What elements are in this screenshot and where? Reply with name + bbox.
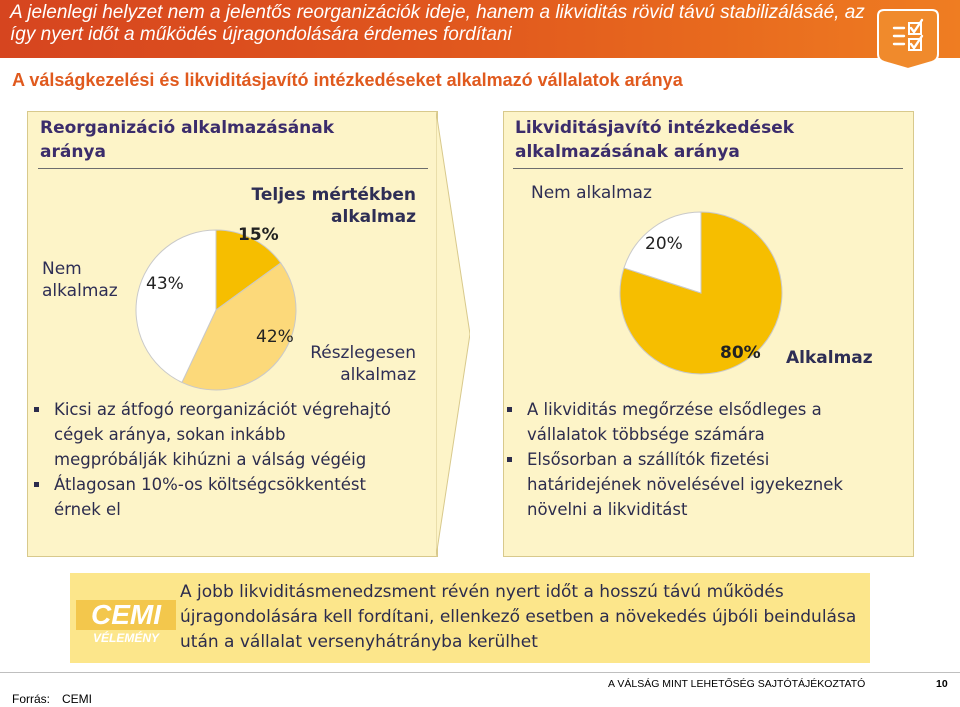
cemi-logo-text: CEMI (91, 599, 162, 630)
source-label: Forrás: (12, 692, 51, 706)
left-panel-title-line1: Reorganizáció alkalmazásának (40, 118, 335, 138)
right-panel-title: Likviditásjavító intézkedések alkalmazás… (515, 116, 794, 164)
bullet-marker (507, 407, 512, 412)
left-panel-title: Reorganizáció alkalmazásának aránya (40, 116, 334, 164)
left-panel-divider (38, 168, 428, 169)
bullet-item: Kicsi az átfogó reorganizációt végrehajt… (32, 397, 402, 472)
header-banner: A jelenlegi helyzet nem a jelentős reorg… (0, 0, 960, 58)
liquidity-pie-chart (619, 211, 783, 375)
bullet-text: A likviditás megőrzése elsődleges a váll… (527, 400, 822, 444)
pie-slice-partial (181, 262, 297, 391)
bullet-item: Elsősorban a szállítók fizetési határide… (505, 447, 885, 522)
full-apply-label-line2: alkalmaz (331, 207, 416, 227)
bullet-item: A likviditás megőrzése elsődleges a váll… (505, 397, 885, 447)
cemi-opinion-text: A jobb likviditásmenedzsment révén nyert… (180, 582, 857, 652)
full-apply-label: Teljes mértékben alkalmaz (240, 184, 416, 228)
no-apply-label: Nem alkalmaz (42, 258, 118, 302)
page-number: 10 (936, 678, 948, 690)
right-panel-divider (513, 168, 903, 169)
page-subtitle: A válságkezelési és likviditásjavító int… (12, 70, 683, 90)
pct-none-label: 43% (146, 274, 184, 294)
no-apply-label-line2: alkalmaz (42, 281, 118, 301)
chevron-separator (436, 111, 470, 557)
pct-partial-label: 42% (256, 327, 294, 347)
no-apply-label-line1: Nem (42, 259, 82, 279)
right-apply-label: Alkalmaz (786, 348, 873, 368)
bullet-text: Átlagosan 10%-os költségcsökkentést érne… (54, 475, 366, 519)
cemi-logo-subtext: VÉLEMÉNY (93, 630, 160, 645)
bullet-text: Kicsi az átfogó reorganizációt végrehajt… (54, 400, 391, 469)
pct-full-label: 15% (238, 225, 279, 245)
cemi-logo: CEMI VÉLEMÉNY (76, 578, 176, 658)
source-note: Forrás: CEMI (12, 692, 92, 706)
pie-slice-not-apply (623, 211, 702, 294)
partial-apply-label-line2: alkalmaz (340, 365, 416, 385)
right-pct-none-label: 20% (645, 234, 683, 254)
right-panel-title-line2: alkalmazásának aránya (515, 142, 740, 162)
bullet-marker (507, 457, 512, 462)
full-apply-label-line1: Teljes mértékben (251, 185, 416, 205)
pie-slice-full (215, 229, 282, 311)
cemi-opinion-box (70, 573, 870, 663)
page-title: A jelenlegi helyzet nem a jelentős reorg… (10, 2, 865, 45)
bullet-text: Elsősorban a szállítók fizetési határide… (527, 450, 843, 519)
pie-slice-none (135, 229, 217, 384)
reorganization-pie-chart (135, 229, 297, 391)
checklist-icon (877, 9, 939, 70)
bullet-marker (34, 407, 39, 412)
footer-title: A VÁLSÁG MINT LEHETŐSÉG SAJTÓTÁJÉKOZTATÓ (608, 678, 866, 690)
left-panel-title-line2: aránya (40, 142, 106, 162)
bullet-marker (34, 482, 39, 487)
bullet-item: Átlagosan 10%-os költségcsökkentést érne… (32, 472, 402, 522)
footer-divider (0, 672, 960, 673)
right-panel-title-line1: Likviditásjavító intézkedések (515, 118, 795, 138)
partial-apply-label-line1: Részlegesen (310, 343, 416, 363)
partial-apply-label: Részlegesen alkalmaz (296, 342, 416, 386)
source-value: CEMI (62, 692, 93, 706)
right-no-apply-label: Nem alkalmaz (531, 183, 652, 203)
right-pct-apply-label: 80% (720, 343, 761, 363)
right-bullet-list: A likviditás megőrzése elsődleges a váll… (505, 397, 885, 522)
left-bullet-list: Kicsi az átfogó reorganizációt végrehajt… (32, 397, 402, 522)
